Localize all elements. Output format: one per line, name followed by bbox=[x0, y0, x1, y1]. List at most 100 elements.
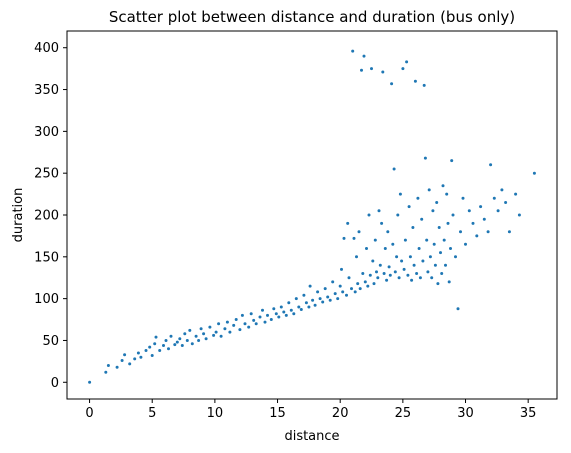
data-point-140 bbox=[413, 79, 417, 83]
y-tick-label: 400 bbox=[34, 41, 59, 56]
data-point-18 bbox=[167, 347, 170, 351]
data-point-23 bbox=[180, 344, 184, 347]
data-point-165 bbox=[445, 192, 449, 196]
data-point-128 bbox=[398, 192, 402, 196]
data-point-110 bbox=[376, 276, 380, 280]
data-point-139 bbox=[412, 263, 416, 267]
data-point-69 bbox=[307, 305, 311, 309]
plot-area bbox=[67, 31, 557, 399]
data-point-10 bbox=[144, 349, 148, 352]
data-point-181 bbox=[486, 230, 490, 234]
y-tick-label: 350 bbox=[34, 83, 59, 98]
data-point-143 bbox=[417, 247, 421, 250]
data-point-189 bbox=[517, 213, 521, 217]
data-point-73 bbox=[316, 290, 320, 294]
data-point-86 bbox=[345, 293, 348, 297]
data-point-144 bbox=[418, 276, 422, 280]
data-point-44 bbox=[240, 313, 244, 317]
data-point-177 bbox=[471, 221, 475, 225]
data-point-9 bbox=[139, 355, 143, 359]
data-point-123 bbox=[392, 167, 396, 171]
data-point-146 bbox=[421, 259, 425, 263]
data-point-55 bbox=[272, 307, 276, 311]
data-point-160 bbox=[439, 251, 442, 255]
data-point-60 bbox=[284, 313, 288, 317]
data-point-166 bbox=[446, 221, 450, 225]
data-point-83 bbox=[340, 267, 343, 271]
data-point-154 bbox=[431, 209, 435, 213]
data-point-116 bbox=[383, 247, 387, 250]
data-point-125 bbox=[395, 255, 399, 259]
data-point-142 bbox=[416, 196, 420, 200]
data-point-108 bbox=[373, 238, 377, 242]
data-point-96 bbox=[358, 287, 362, 291]
y-axis-label: duration bbox=[11, 188, 26, 243]
data-point-136 bbox=[408, 255, 412, 259]
data-point-40 bbox=[228, 330, 232, 334]
data-point-64 bbox=[294, 297, 298, 301]
data-point-121 bbox=[390, 82, 394, 86]
data-point-65 bbox=[297, 305, 301, 309]
data-point-169 bbox=[450, 159, 454, 163]
y-tick-label: 150 bbox=[34, 250, 59, 265]
data-point-71 bbox=[311, 298, 315, 302]
data-point-95 bbox=[357, 230, 361, 234]
data-point-164 bbox=[444, 263, 447, 267]
data-point-16 bbox=[162, 344, 165, 347]
data-point-63 bbox=[292, 312, 296, 316]
data-point-132 bbox=[403, 238, 407, 242]
data-point-158 bbox=[436, 282, 440, 286]
data-point-153 bbox=[430, 276, 434, 280]
data-point-105 bbox=[370, 67, 373, 71]
data-point-111 bbox=[377, 209, 381, 213]
data-point-42 bbox=[234, 318, 238, 321]
data-point-19 bbox=[169, 334, 173, 338]
data-point-29 bbox=[197, 339, 201, 342]
data-point-174 bbox=[461, 196, 465, 200]
x-tick-label: 5 bbox=[148, 406, 156, 421]
data-point-78 bbox=[328, 298, 332, 302]
data-point-126 bbox=[396, 213, 400, 217]
data-point-7 bbox=[133, 357, 137, 361]
x-axis-label: distance bbox=[284, 429, 339, 444]
y-tick-label: 250 bbox=[34, 167, 59, 182]
data-point-109 bbox=[375, 270, 378, 274]
data-point-58 bbox=[279, 305, 283, 309]
data-point-82 bbox=[338, 284, 342, 288]
data-point-134 bbox=[406, 273, 410, 277]
data-point-85 bbox=[342, 236, 346, 240]
data-point-176 bbox=[467, 209, 471, 213]
y-axis-ticks: 0 50 100 150 200 250 300 350 400 bbox=[34, 41, 67, 391]
data-point-12 bbox=[150, 354, 154, 357]
x-tick-label: 20 bbox=[332, 406, 349, 421]
data-point-141 bbox=[415, 272, 419, 275]
data-point-184 bbox=[496, 209, 500, 213]
data-point-66 bbox=[299, 308, 303, 311]
data-point-133 bbox=[405, 60, 409, 64]
data-point-186 bbox=[504, 201, 508, 204]
data-point-39 bbox=[225, 320, 229, 324]
x-tick-label: 10 bbox=[207, 406, 224, 421]
data-point-162 bbox=[441, 184, 445, 188]
data-point-190 bbox=[532, 171, 536, 175]
data-point-14 bbox=[154, 335, 158, 339]
data-point-130 bbox=[401, 67, 405, 71]
y-tick-label: 200 bbox=[34, 209, 59, 224]
data-point-47 bbox=[249, 312, 253, 316]
data-point-183 bbox=[492, 196, 496, 200]
data-point-30 bbox=[199, 327, 203, 331]
data-point-147 bbox=[422, 83, 426, 87]
data-point-179 bbox=[479, 205, 483, 209]
data-point-76 bbox=[323, 287, 327, 291]
data-point-36 bbox=[217, 322, 221, 326]
data-point-122 bbox=[391, 242, 395, 246]
data-point-25 bbox=[185, 339, 189, 342]
data-point-185 bbox=[500, 188, 504, 192]
data-point-59 bbox=[282, 310, 286, 314]
data-point-2 bbox=[106, 364, 110, 367]
data-point-45 bbox=[243, 322, 247, 326]
data-point-20 bbox=[173, 343, 177, 347]
data-point-106 bbox=[371, 259, 375, 263]
data-point-51 bbox=[261, 308, 264, 312]
